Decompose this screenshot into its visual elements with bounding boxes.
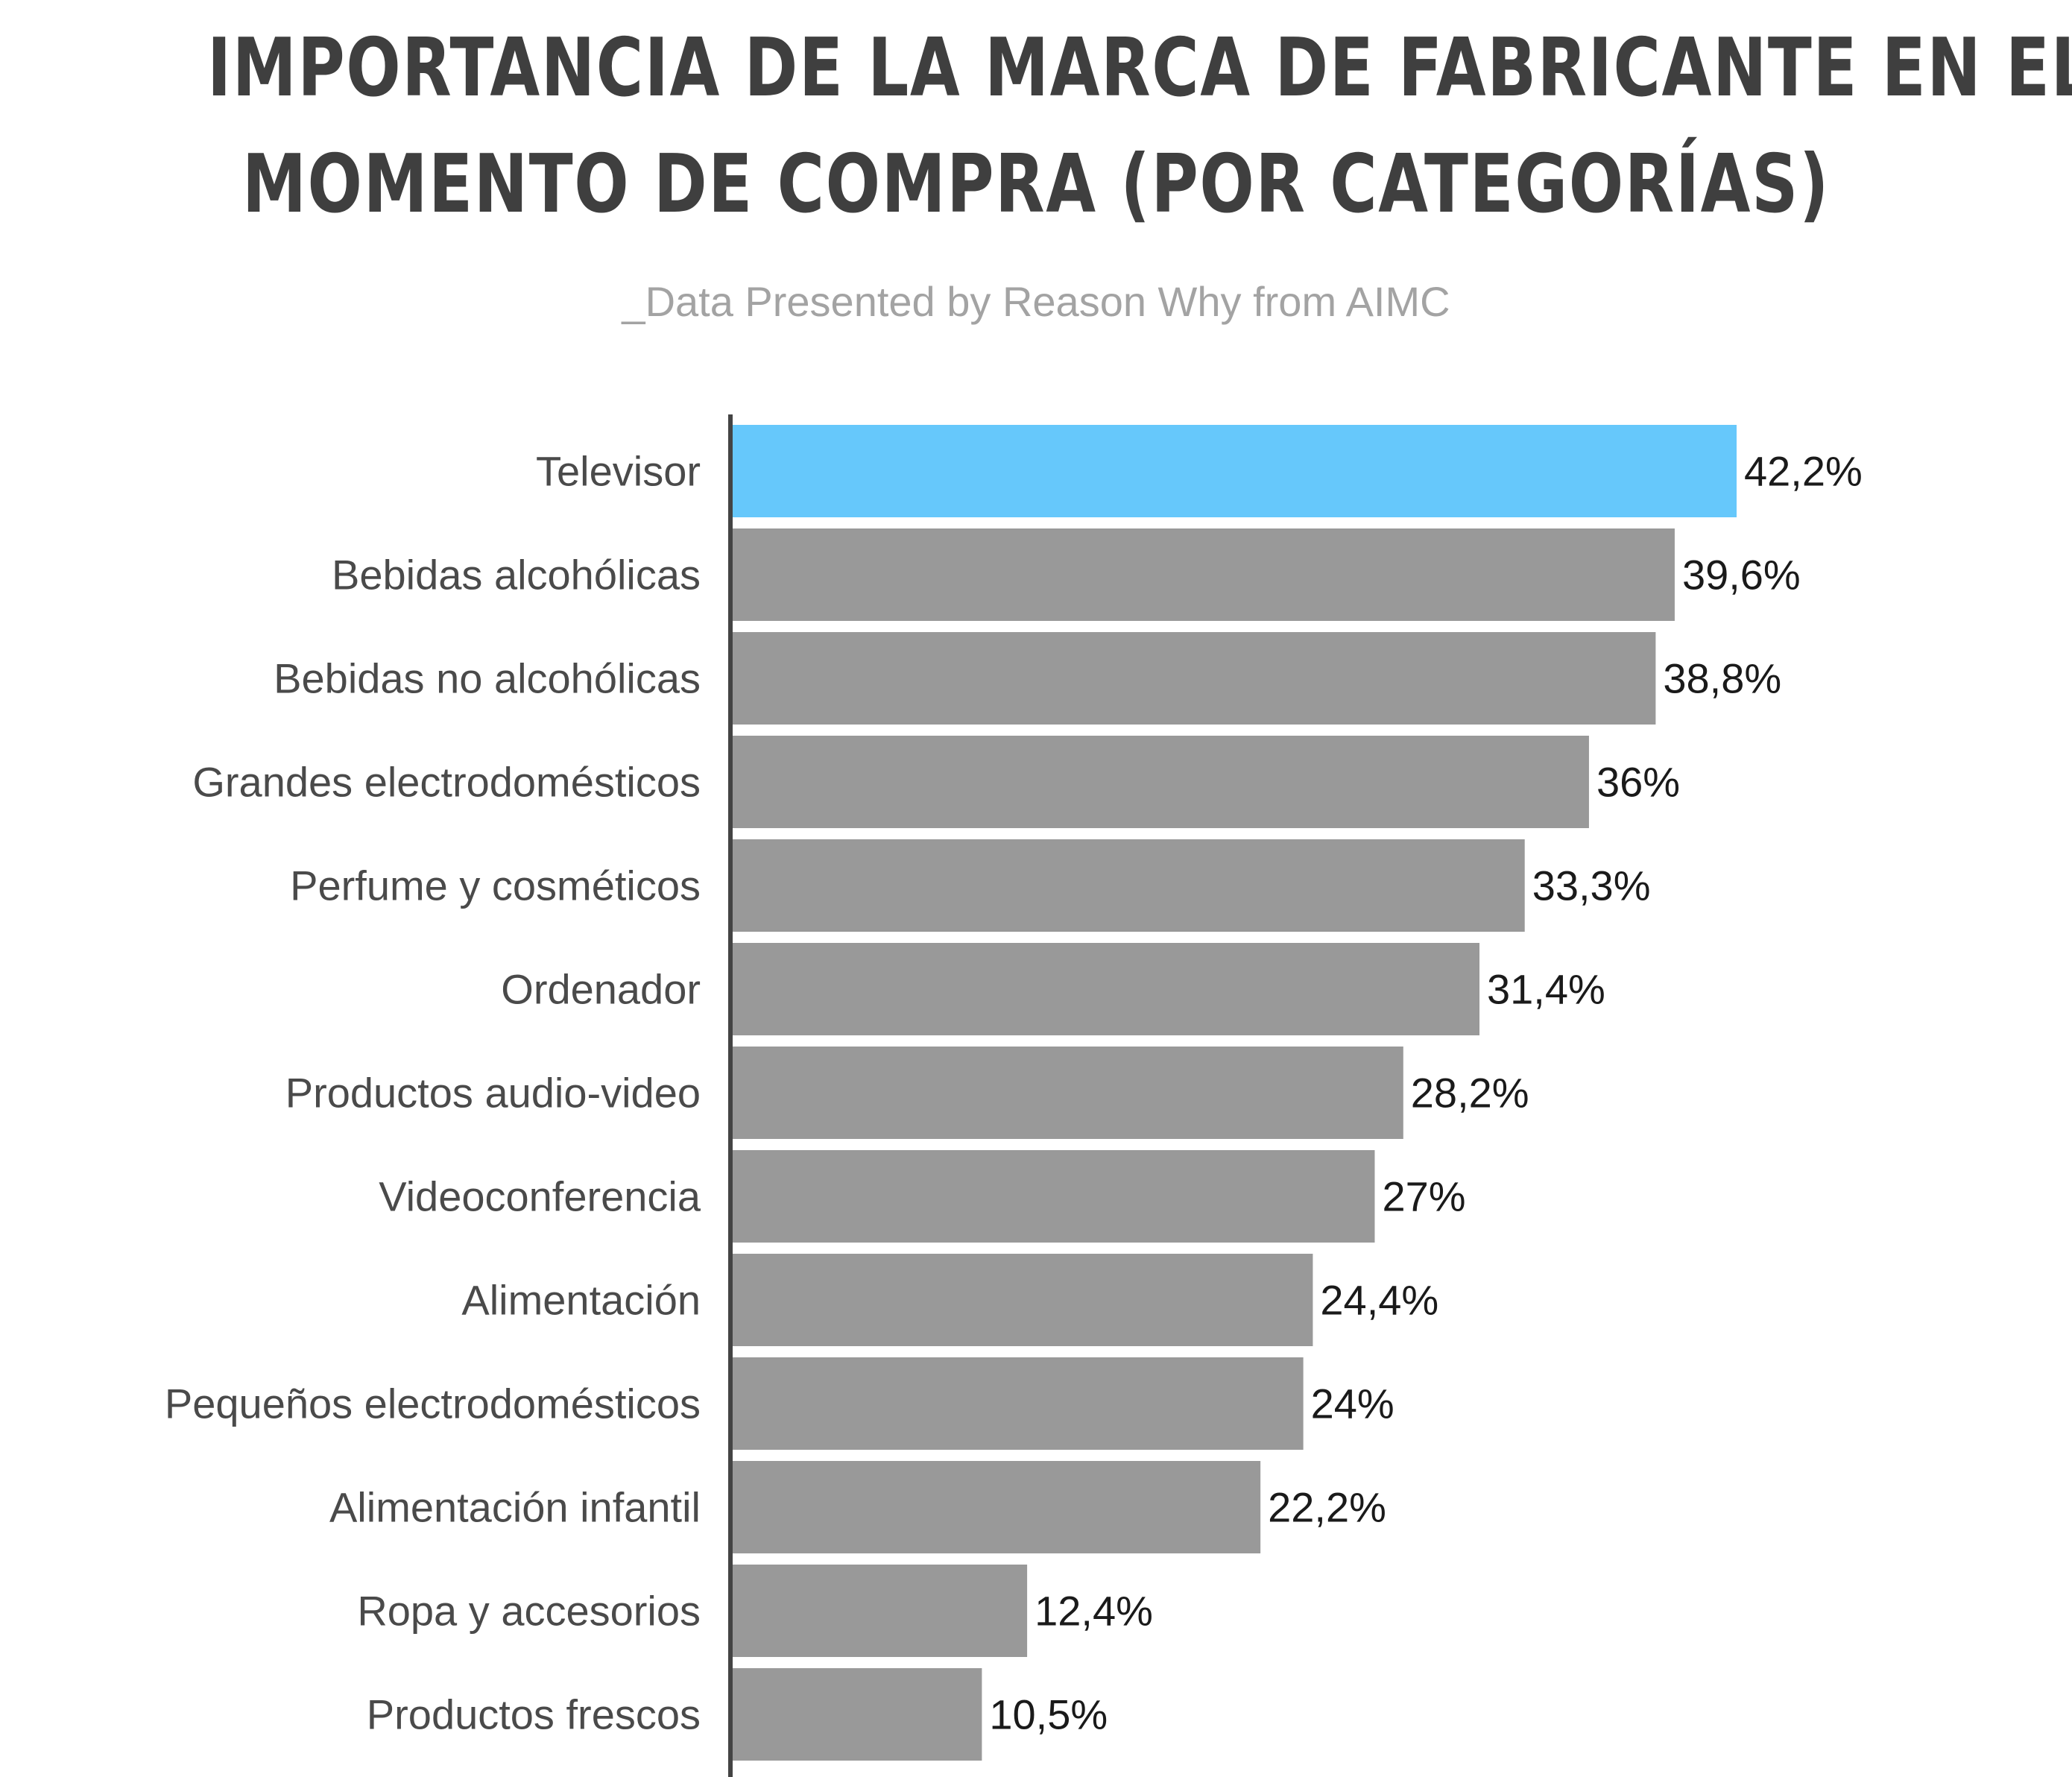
category-label: Bebidas alcohólicas [332, 552, 701, 599]
bar-6 [732, 943, 1480, 1035]
value-label: 36% [1596, 759, 1680, 806]
bar-13 [732, 1668, 982, 1761]
chart-subtitle: _Data Presented by Reason Why from AIMC [622, 278, 1450, 325]
bar-5 [732, 839, 1525, 932]
bar-9 [732, 1254, 1313, 1346]
bar-11 [732, 1461, 1261, 1553]
category-label: Alimentación [461, 1277, 701, 1324]
bar-3 [732, 632, 1656, 725]
value-label: 33,3% [1532, 862, 1651, 909]
chart-title-line-1: IMPORTANCIA DE LA MARCA DE FABRICANTE EN… [207, 22, 2072, 115]
value-label: 42,2% [1744, 448, 1863, 495]
value-label: 39,6% [1682, 552, 1801, 599]
category-label: Bebidas no alcohólicas [274, 655, 701, 702]
value-label: 38,8% [1663, 655, 1781, 702]
value-label: 22,2% [1268, 1484, 1386, 1531]
category-label: Ropa y accesorios [357, 1588, 701, 1635]
bar-8 [732, 1150, 1375, 1243]
category-label: Televisor [536, 448, 701, 495]
value-label: 27% [1382, 1173, 1465, 1220]
chart-title-line-2: MOMENTO DE COMPRA (POR CATEGORÍAS) [241, 138, 1831, 231]
category-label: Alimentación infantil [329, 1484, 701, 1531]
bar-7 [732, 1047, 1403, 1139]
value-label: 12,4% [1035, 1588, 1153, 1635]
chart-title: IMPORTANCIA DE LA MARCA DE FABRICANTE EN… [207, 10, 2072, 243]
category-label: Productos audio-video [285, 1070, 701, 1117]
value-label: 24,4% [1320, 1277, 1438, 1324]
category-label: Grandes electrodomésticos [192, 759, 701, 806]
category-label: Ordenador [501, 966, 701, 1013]
category-label: Videoconferencia [379, 1173, 701, 1220]
labels-group: Televisor 42,2% Bebidas alcohólicas 39,6% Be… [165, 448, 1863, 1738]
category-label: Pequeños electrodomésticos [165, 1380, 701, 1427]
bar-2 [732, 528, 1675, 621]
bar-10 [732, 1357, 1304, 1450]
value-label: 28,2% [1411, 1070, 1529, 1117]
bars-group [732, 425, 1737, 1761]
bar-4 [732, 736, 1589, 828]
category-label: Productos frescos [367, 1691, 701, 1738]
value-label: 24% [1311, 1380, 1395, 1427]
category-label: Perfume y cosméticos [290, 862, 701, 909]
bar-1 [732, 425, 1737, 517]
bar-12 [732, 1565, 1028, 1657]
value-label: 10,5% [989, 1691, 1108, 1738]
value-label: 31,4% [1487, 966, 1605, 1013]
